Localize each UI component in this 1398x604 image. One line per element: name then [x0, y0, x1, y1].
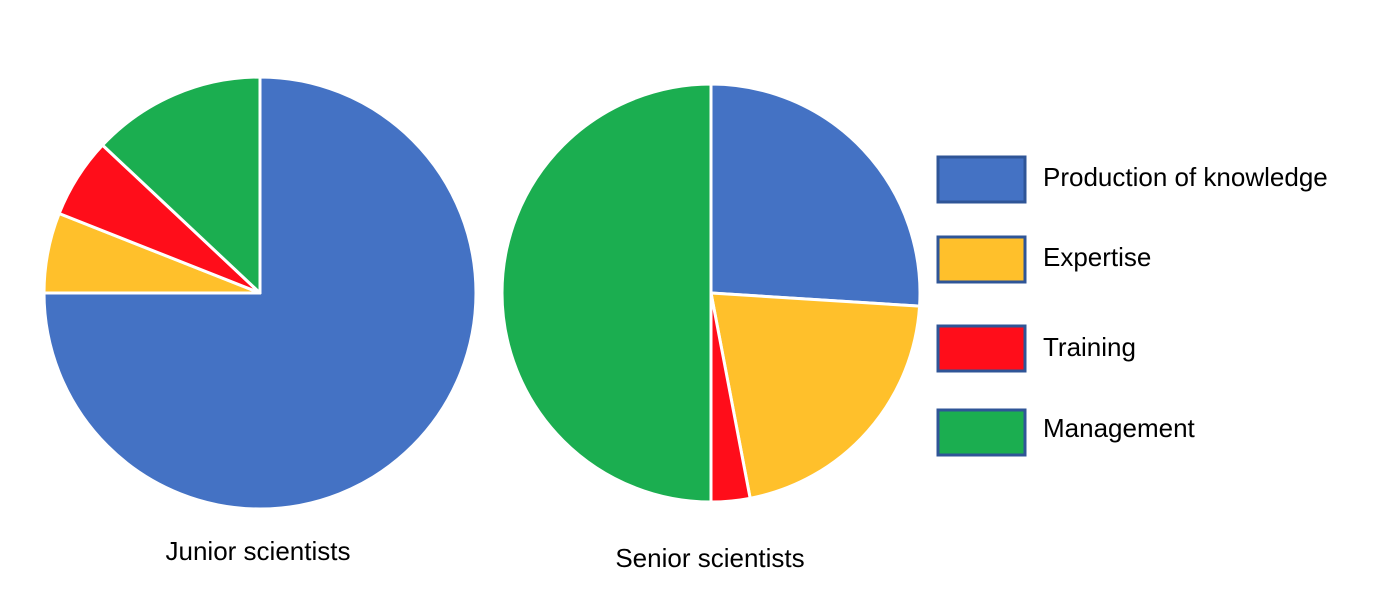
legend: Production of knowledge Expertise Traini… [936, 155, 1328, 457]
legend-swatch-production-of-knowledge [936, 155, 1027, 204]
pie-slice-senior-scientists-production-of-knowledge [709, 82, 922, 308]
pie-senior-scientists [500, 82, 922, 504]
legend-item-management: Management [936, 408, 1196, 457]
legend-label-expertise: Expertise [1043, 242, 1151, 272]
legend-label-training: Training [1043, 332, 1136, 362]
legend-label-production-of-knowledge: Production of knowledge [1043, 162, 1328, 192]
legend-swatch-expertise [936, 235, 1027, 284]
legend-item-training: Training [936, 324, 1136, 373]
pie-caption-senior-scientists: Senior scientists [615, 543, 804, 573]
pie-junior-scientists [42, 75, 478, 511]
legend-label-management: Management [1043, 413, 1196, 443]
legend-swatch-training [936, 324, 1027, 373]
legend-item-production-of-knowledge: Production of knowledge [936, 155, 1328, 204]
legend-swatch-management [936, 408, 1027, 457]
pie-caption-junior-scientists: Junior scientists [166, 536, 351, 566]
pie-slice-junior-scientists-management [101, 75, 262, 295]
pie-slice-senior-scientists-expertise [709, 291, 922, 500]
pie-slice-senior-scientists-management [500, 82, 713, 504]
legend-item-expertise: Expertise [936, 235, 1151, 284]
